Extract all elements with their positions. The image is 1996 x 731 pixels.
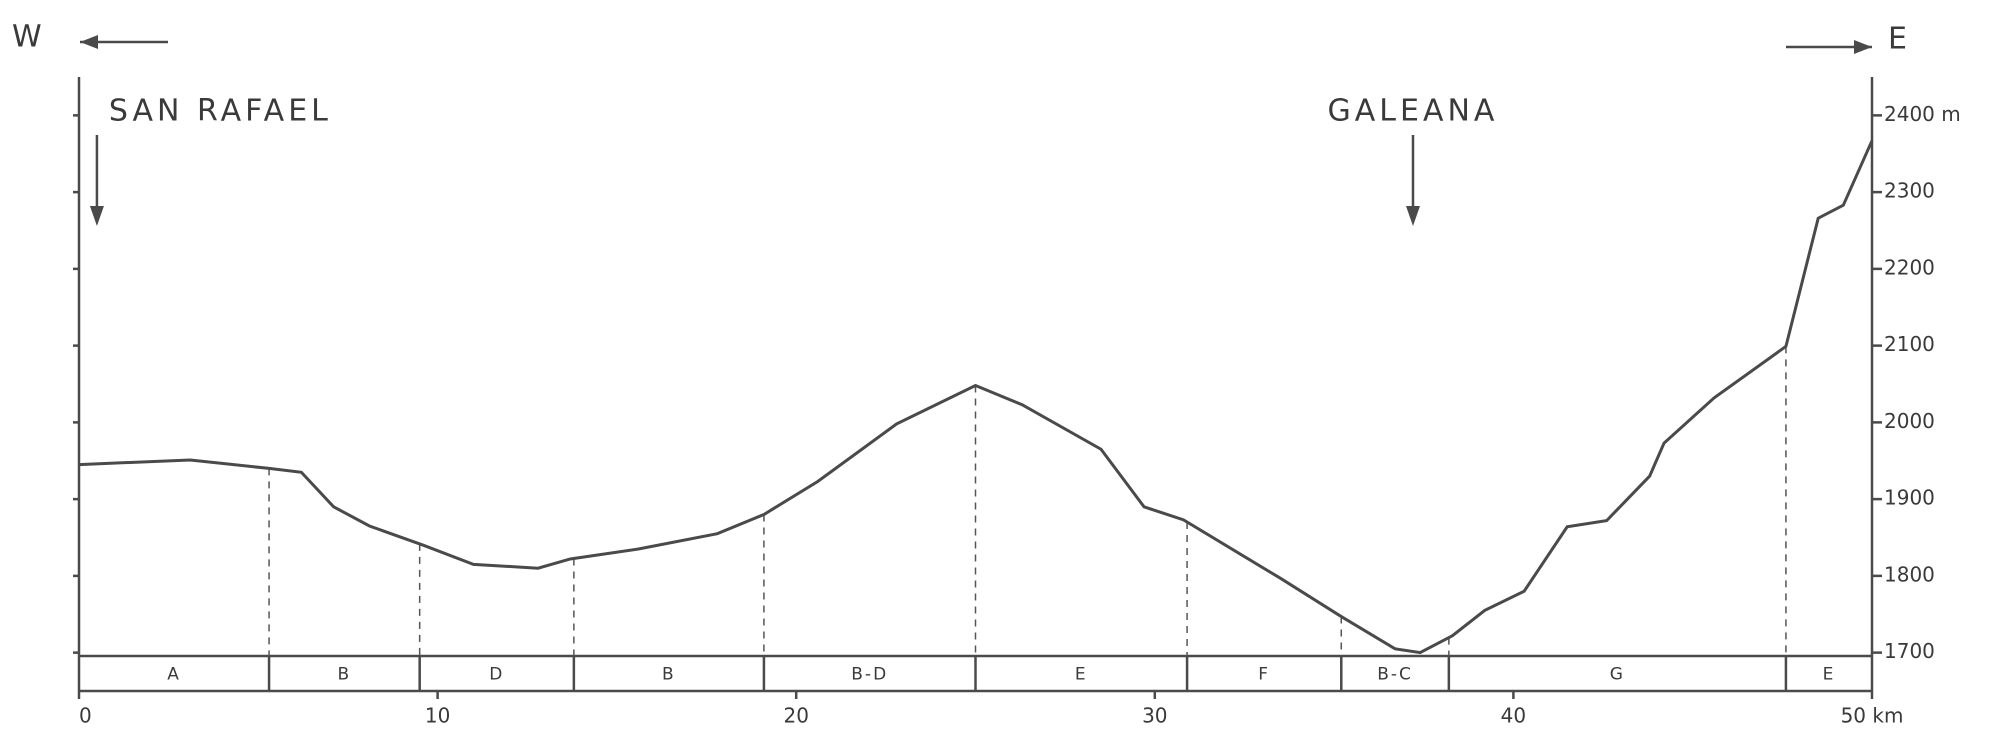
y-tick-label: 2000 bbox=[1884, 409, 1935, 433]
x-tick-label: 40 bbox=[1501, 704, 1526, 728]
x-tick-label: 20 bbox=[783, 704, 808, 728]
y-tick-label: 2200 bbox=[1884, 255, 1935, 279]
west-label: W bbox=[12, 20, 44, 55]
east-arrowhead bbox=[1854, 40, 1872, 54]
west-arrowhead bbox=[80, 35, 98, 49]
zone-label: E bbox=[1075, 665, 1088, 685]
zone-label: B-D bbox=[851, 665, 888, 685]
elevation-profile bbox=[79, 141, 1872, 653]
zone-label: D bbox=[489, 665, 504, 685]
zone-label: B bbox=[662, 665, 676, 685]
profile-chart: W E 1700 1800 1900 2000 2100 2200 2300 2400 m 0 1… bbox=[0, 0, 1996, 731]
x-tick-label: 30 bbox=[1142, 704, 1167, 728]
zone-label: A bbox=[167, 665, 181, 685]
y-tick-label: 2400 m bbox=[1884, 102, 1961, 126]
zone-label: B bbox=[338, 665, 352, 685]
zone-label: E bbox=[1823, 665, 1836, 685]
y-tick-label: 2300 bbox=[1884, 179, 1935, 203]
place-label: SAN RAFAEL bbox=[109, 94, 332, 129]
y-tick-label: 2100 bbox=[1884, 332, 1935, 356]
east-label: E bbox=[1888, 22, 1909, 57]
y-tick-label: 1700 bbox=[1884, 639, 1935, 663]
zone-label: F bbox=[1258, 665, 1270, 685]
place-label: GALEANA bbox=[1328, 94, 1499, 129]
place-arrowhead bbox=[1406, 206, 1420, 226]
zone-label: B-C bbox=[1377, 665, 1413, 685]
y-tick-label: 1900 bbox=[1884, 486, 1935, 510]
x-tick-label: 0 bbox=[79, 704, 92, 728]
x-tick-label: 10 bbox=[425, 704, 450, 728]
place-arrowhead bbox=[90, 206, 104, 226]
y-tick-label: 1800 bbox=[1884, 562, 1935, 586]
x-tick-label: 50 km bbox=[1841, 704, 1904, 728]
zone-label: G bbox=[1610, 665, 1625, 685]
